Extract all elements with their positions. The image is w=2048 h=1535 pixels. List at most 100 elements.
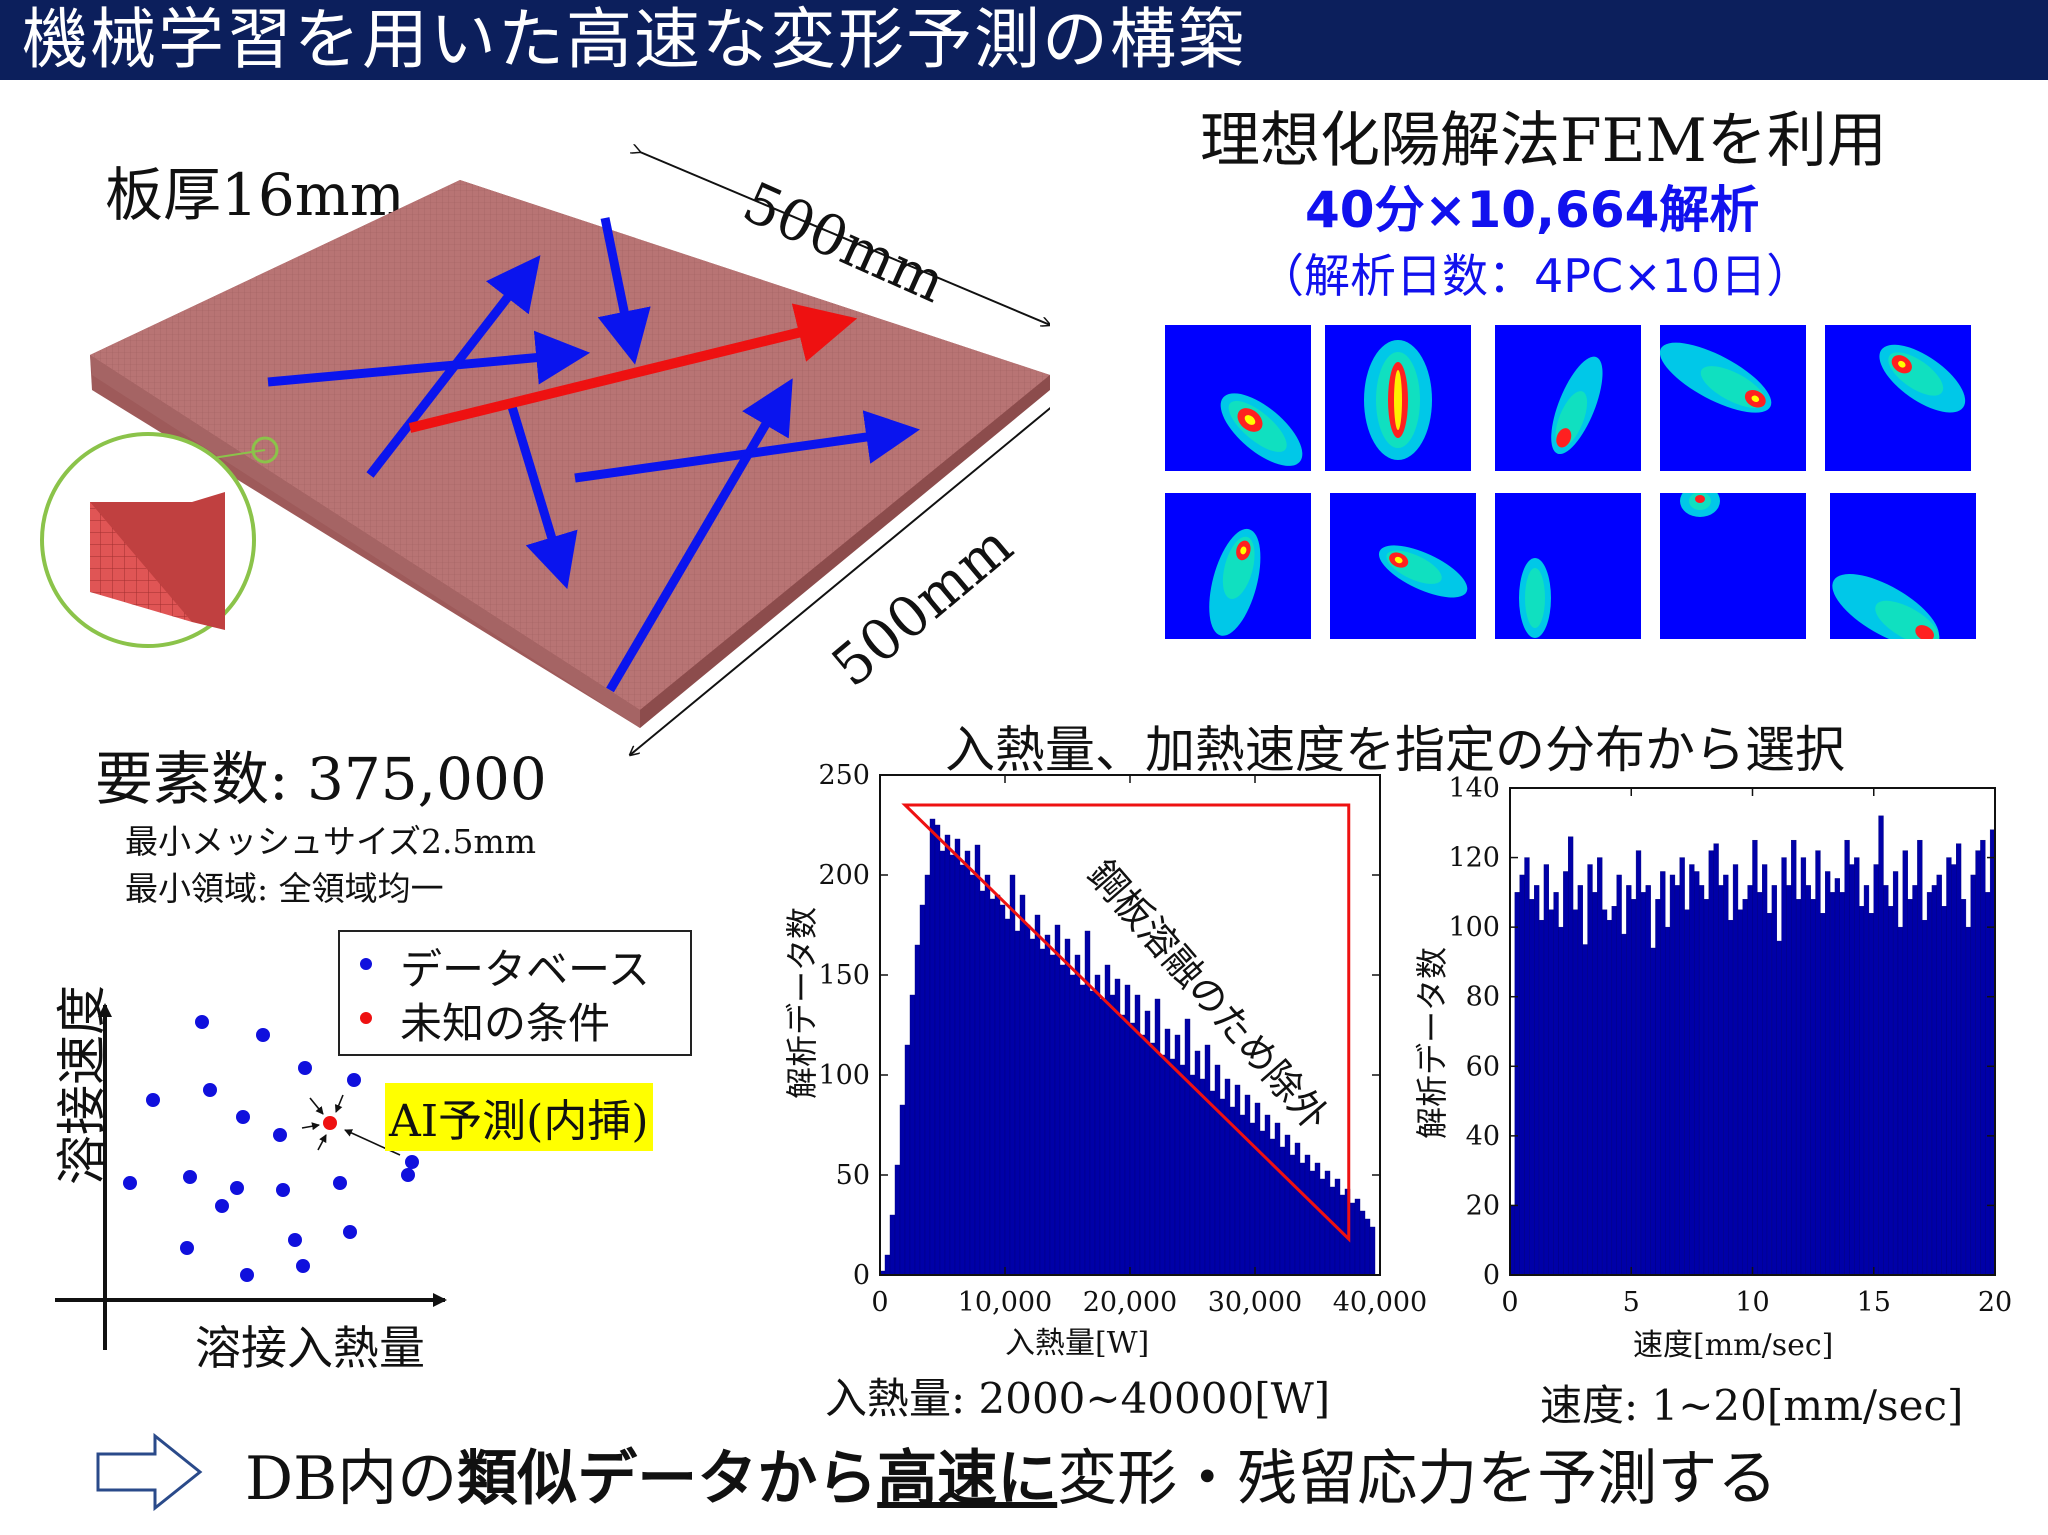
speed-hist-ylabel-wrap: 解析データ数 — [1400, 900, 1460, 1200]
speed-hist-bar — [1611, 906, 1617, 1276]
header-bar — [0, 0, 2048, 80]
speed-hist-bar — [1621, 933, 1627, 1276]
fem-result-7 — [1330, 493, 1476, 639]
conclusion-part-3: 高速に — [877, 1444, 1058, 1514]
heat-hist-bar — [1274, 1122, 1281, 1276]
heat-hist-bar — [1039, 948, 1046, 1276]
fem-result-2 — [1325, 325, 1471, 471]
speed-hist-bar — [1762, 864, 1768, 1276]
heat-hist-bar — [1114, 978, 1121, 1276]
speed-hist-bar — [1655, 899, 1661, 1276]
heat-hist-bar — [1264, 1114, 1271, 1276]
heat-hist-bar — [974, 844, 981, 1276]
plate-left-edge — [90, 355, 640, 728]
dimension-arrow-right — [630, 400, 1050, 755]
speed-hist-bar — [1728, 919, 1734, 1276]
fem-analysis-count: 40分×10,664解析 — [1305, 181, 1760, 239]
speed-hist-bar — [1650, 947, 1656, 1276]
heat-hist-bar — [959, 864, 966, 1276]
heat-hist-bar — [1184, 1018, 1191, 1276]
speed-hist-bar — [1834, 878, 1841, 1276]
speed-hist-bar — [1718, 885, 1724, 1276]
speed-hist-xtick-label: 20 — [1978, 1287, 2012, 1318]
speed-hist-bar — [1631, 899, 1637, 1276]
heat-hist-bar — [1049, 954, 1056, 1276]
conclusion-arrow-icon — [96, 1432, 203, 1512]
speed-hist-bar — [1829, 892, 1836, 1276]
speed-hist-bar — [1931, 885, 1938, 1276]
speed-hist-bar — [1868, 913, 1874, 1276]
min-mesh-size: 最小メッシュサイズ2.5mm — [125, 822, 537, 861]
ai-prediction-label: AI予測(内挿) — [385, 1083, 653, 1151]
heat-hist-xtick-label: 30,000 — [1208, 1287, 1302, 1318]
heat-hist-bar — [1189, 1074, 1196, 1276]
heat-hist-bar — [984, 874, 991, 1276]
heat-hist-bar — [1004, 918, 1011, 1276]
speed-hist-bar — [1747, 885, 1753, 1276]
heat-hist-bar — [924, 874, 931, 1276]
speed-hist-bar — [1669, 874, 1676, 1276]
scatter-x-label: 溶接入熱量 — [195, 1321, 425, 1375]
heat-hist-bar — [1139, 1034, 1146, 1276]
speed-hist-bar — [1597, 857, 1603, 1276]
heat-hist-bar — [944, 834, 951, 1276]
speed-hist-ytick-label: 140 — [1448, 773, 1500, 804]
heat-hist-bar — [1239, 1114, 1246, 1276]
heat-range-label: 入熱量: 2000~40000[W] — [825, 1374, 1331, 1423]
speed-hist-bar — [1926, 892, 1933, 1276]
speed-hist-ytick-label: 120 — [1448, 843, 1500, 874]
heat-hist-bar — [1319, 1178, 1326, 1276]
speed-hist-bar — [1951, 864, 1957, 1276]
speed-hist-bar — [1820, 913, 1826, 1276]
speed-hist-bar — [1849, 864, 1855, 1276]
speed-hist-bar — [1572, 909, 1579, 1276]
fem-result-6 — [1165, 493, 1311, 639]
heat-hist-xtick-label: 0 — [871, 1287, 888, 1318]
speed-hist-xtick-label: 10 — [1735, 1287, 1769, 1318]
heat-hist-bar — [1054, 924, 1061, 1276]
dimension-arrow-top — [640, 152, 1050, 325]
speed-hist-bar — [1519, 874, 1525, 1276]
heat-hist-bar — [1009, 874, 1016, 1276]
heat-hist-bar — [1269, 1138, 1276, 1276]
speed-hist-bar — [1776, 940, 1782, 1276]
speed-hist-bar — [1839, 892, 1845, 1276]
speed-hist-bar — [1577, 885, 1583, 1276]
speed-hist-bar — [1825, 871, 1831, 1276]
speed-hist-bar — [1800, 857, 1807, 1276]
speed-hist-bar — [1587, 864, 1593, 1276]
speed-hist-bar — [1553, 892, 1559, 1276]
speed-hist-bar — [1582, 944, 1588, 1276]
conclusion-part-2: 類似データから — [457, 1444, 878, 1514]
speed-hist-bar — [1844, 839, 1850, 1276]
heat-hist-ytick-label: 200 — [818, 860, 870, 891]
speed-hist-ytick-label: 60 — [1466, 1051, 1500, 1082]
speed-hist-bar — [1854, 857, 1860, 1276]
interpolation-diagram — [55, 1003, 447, 1350]
fem-analysis-days: （解析日数：4PC×10日） — [1258, 249, 1813, 303]
speed-hist-bar — [1985, 892, 1991, 1276]
speed-hist-bar — [1757, 892, 1763, 1276]
speed-hist-bar — [1635, 850, 1642, 1276]
speed-hist-bar — [1752, 839, 1758, 1276]
heat-hist-bar — [1074, 954, 1081, 1276]
weld-arrow-6 — [606, 378, 793, 693]
speed-hist-bar — [1645, 885, 1651, 1276]
heat-hist-bars — [879, 818, 1376, 1276]
speed-hist-bars — [1509, 815, 1996, 1276]
heat-hist-bar — [1129, 1022, 1136, 1276]
heat-hist-bar — [1179, 1064, 1186, 1276]
speed-hist-ytick-label: 80 — [1466, 982, 1500, 1013]
heat-hist-bar — [1299, 1162, 1306, 1276]
speed-hist-bar — [1766, 913, 1773, 1276]
heat-hist-bar — [1119, 1014, 1126, 1276]
heat-hist-bar — [1369, 1226, 1376, 1276]
fem-result-10 — [1830, 493, 1976, 639]
heat-hist-bar — [1234, 1084, 1241, 1276]
speed-hist-bar — [1892, 871, 1899, 1276]
heat-hist-bar — [1214, 1064, 1221, 1276]
speed-hist-bar — [1708, 850, 1714, 1276]
speed-hist-bar — [1795, 899, 1802, 1276]
speed-hist-bar — [1878, 815, 1884, 1276]
conclusion-part-4: 変形・残留応力を予測する — [1057, 1444, 1778, 1514]
